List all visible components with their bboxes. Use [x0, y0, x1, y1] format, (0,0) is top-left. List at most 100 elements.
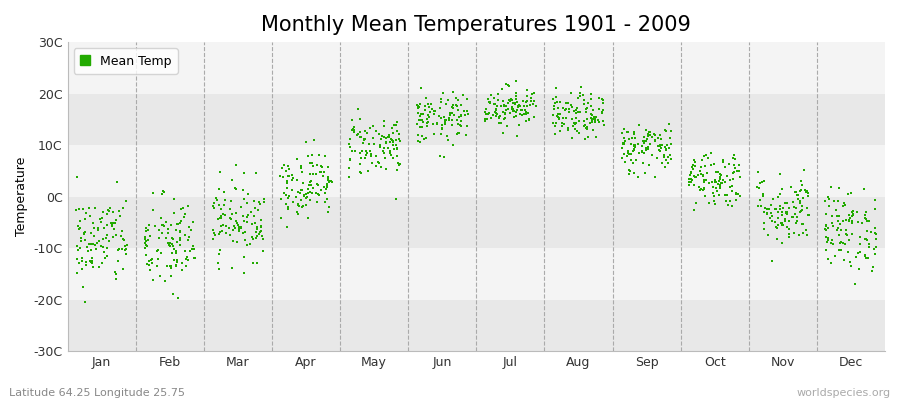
Point [770, 223, 784, 230]
Point [76, 206, 90, 212]
Point [549, 94, 563, 100]
Point [249, 224, 264, 230]
Point [416, 111, 430, 118]
Point [547, 122, 562, 129]
Point [858, 253, 872, 259]
Point [629, 157, 643, 164]
Point [164, 221, 178, 228]
Point [302, 160, 317, 166]
Point [108, 220, 122, 226]
Point [173, 242, 187, 248]
Point [581, 100, 596, 106]
Point [365, 160, 380, 166]
Bar [68, 145, 885, 197]
Point [353, 116, 367, 123]
Point [727, 169, 742, 175]
Point [392, 131, 407, 137]
Point [225, 177, 239, 183]
Point [429, 121, 444, 127]
Point [616, 141, 631, 147]
Point [276, 162, 291, 168]
Point [366, 140, 381, 147]
Point [76, 231, 91, 238]
Point [71, 206, 86, 212]
Point [293, 164, 308, 171]
Point [280, 224, 294, 231]
Point [517, 111, 531, 118]
Point [552, 115, 566, 121]
Point [256, 248, 270, 254]
Point [105, 223, 120, 229]
Point [381, 134, 395, 140]
Point [795, 182, 809, 188]
Point [237, 254, 251, 260]
Point [708, 185, 723, 191]
Point [572, 118, 587, 124]
Point [383, 152, 398, 158]
Point [83, 213, 97, 220]
Point [320, 175, 335, 181]
Point [346, 127, 360, 133]
Point [483, 92, 498, 98]
Point [861, 241, 876, 248]
Point [350, 132, 365, 138]
Point [706, 190, 720, 196]
Point [83, 258, 97, 264]
Point [570, 115, 584, 121]
Point [718, 164, 733, 170]
Point [498, 115, 512, 121]
Point [571, 105, 585, 112]
Point [659, 145, 673, 152]
Point [596, 107, 610, 113]
Point [236, 230, 250, 236]
Point [658, 127, 672, 133]
Point [354, 133, 368, 140]
Point [719, 198, 733, 205]
Point [705, 179, 719, 186]
Point [81, 240, 95, 247]
Point [779, 209, 794, 216]
Point [140, 261, 155, 268]
Point [562, 106, 577, 112]
Point [343, 155, 357, 162]
Point [175, 267, 189, 274]
Point [573, 84, 588, 90]
Point [559, 115, 573, 122]
Point [637, 140, 652, 146]
Point [506, 108, 520, 114]
Point [312, 169, 327, 175]
Point [841, 232, 855, 238]
Point [182, 234, 196, 240]
Point [188, 254, 202, 261]
Point [181, 237, 195, 243]
Point [819, 234, 833, 241]
Point [306, 163, 320, 170]
Point [778, 218, 792, 224]
Point [626, 128, 641, 135]
Point [728, 191, 742, 198]
Point [701, 199, 716, 206]
Point [280, 184, 294, 191]
Point [818, 226, 832, 232]
Point [246, 260, 260, 267]
Point [303, 170, 318, 177]
Point [772, 170, 787, 177]
Point [139, 238, 153, 244]
Point [858, 236, 872, 242]
Point [713, 185, 727, 192]
Point [825, 241, 840, 247]
Point [583, 103, 598, 110]
Point [119, 198, 133, 204]
Point [569, 120, 583, 126]
Point [100, 222, 114, 228]
Point [73, 225, 87, 231]
Point [564, 104, 579, 110]
Point [449, 103, 464, 109]
Point [102, 208, 116, 214]
Point [775, 186, 789, 192]
Point [71, 223, 86, 229]
Point [282, 172, 296, 179]
Point [549, 120, 563, 126]
Point [524, 98, 538, 104]
Point [438, 117, 453, 123]
